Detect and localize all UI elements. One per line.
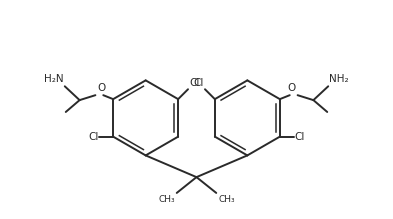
Text: Cl: Cl	[194, 78, 204, 88]
Text: O: O	[288, 83, 296, 93]
Text: Cl: Cl	[88, 132, 98, 142]
Text: O: O	[97, 83, 105, 93]
Text: NH₂: NH₂	[329, 74, 349, 84]
Text: Cl: Cl	[189, 78, 199, 88]
Text: CH₃: CH₃	[218, 195, 235, 204]
Text: CH₃: CH₃	[158, 195, 175, 204]
Text: H₂N: H₂N	[44, 74, 64, 84]
Text: Cl: Cl	[295, 132, 305, 142]
